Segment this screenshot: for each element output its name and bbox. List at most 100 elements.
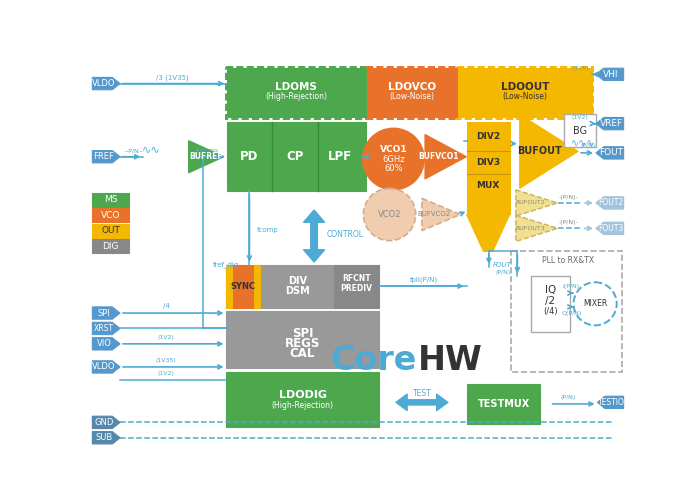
Polygon shape <box>92 338 120 350</box>
Text: MS: MS <box>104 196 118 204</box>
Text: PLL to RX&TX: PLL to RX&TX <box>542 256 594 265</box>
Text: VHI: VHI <box>603 70 619 79</box>
Text: FOUT: FOUT <box>599 148 623 157</box>
Text: TESTIO: TESTIO <box>598 398 625 407</box>
Text: fpll(P/N): fpll(P/N) <box>410 277 438 283</box>
Polygon shape <box>422 198 461 231</box>
Polygon shape <box>92 78 120 90</box>
Text: /2: /2 <box>545 296 556 306</box>
Bar <box>92 239 130 253</box>
Polygon shape <box>466 215 510 251</box>
Text: fcomp: fcomp <box>257 227 279 233</box>
Text: TEST: TEST <box>412 390 431 398</box>
Bar <box>466 122 510 215</box>
Text: VLDO: VLDO <box>92 362 116 371</box>
Polygon shape <box>425 135 466 179</box>
Text: XRST: XRST <box>94 324 114 333</box>
Text: CONTROL: CONTROL <box>326 230 363 239</box>
Text: (Low-Noise): (Low-Noise) <box>389 92 435 101</box>
Text: VCO2: VCO2 <box>378 210 401 219</box>
Polygon shape <box>596 68 624 81</box>
Polygon shape <box>188 141 224 173</box>
Text: (High-Rejection): (High-Rejection) <box>272 401 333 410</box>
Bar <box>226 311 379 368</box>
Text: BUFOUT2: BUFOUT2 <box>516 201 545 206</box>
Text: ∿∿: ∿∿ <box>141 144 160 154</box>
Bar <box>367 67 457 119</box>
Text: LDOMS: LDOMS <box>275 83 317 92</box>
Text: VIO: VIO <box>97 339 111 348</box>
Text: (/4): (/4) <box>543 307 558 316</box>
Text: VREF: VREF <box>600 119 623 128</box>
Polygon shape <box>303 210 325 262</box>
Polygon shape <box>596 117 624 130</box>
Polygon shape <box>92 151 120 163</box>
Polygon shape <box>516 190 557 216</box>
Text: DIV3: DIV3 <box>476 158 500 167</box>
Bar <box>227 68 365 117</box>
Bar <box>92 208 130 222</box>
Text: DIV: DIV <box>288 276 307 286</box>
Text: BUFOUT: BUFOUT <box>517 146 562 156</box>
Text: (P/N): (P/N) <box>580 144 596 149</box>
Text: BUFVCO2: BUFVCO2 <box>418 212 451 218</box>
Text: FOUT2: FOUT2 <box>598 199 624 208</box>
Text: (1V2): (1V2) <box>158 371 175 376</box>
Text: SYNC: SYNC <box>231 282 255 291</box>
Text: /4: /4 <box>163 303 169 309</box>
Text: 6GHz: 6GHz <box>382 155 405 163</box>
Text: BG: BG <box>573 125 587 136</box>
Circle shape <box>363 128 424 190</box>
Text: fref_ms: fref_ms <box>196 147 219 153</box>
Text: SPI: SPI <box>97 308 111 318</box>
Text: Q(P/N): Q(P/N) <box>561 310 582 316</box>
Text: FOUT3: FOUT3 <box>598 224 624 233</box>
Bar <box>368 68 456 117</box>
Text: 60%: 60% <box>384 164 402 173</box>
Text: VCO1: VCO1 <box>379 145 407 154</box>
Text: MUX: MUX <box>477 181 500 191</box>
Text: (1V8): (1V8) <box>572 67 589 72</box>
Text: (P/N): (P/N) <box>496 270 511 275</box>
Bar <box>531 276 570 332</box>
Text: PREDIV: PREDIV <box>340 284 372 293</box>
Polygon shape <box>92 431 120 444</box>
Text: CAL: CAL <box>290 347 315 360</box>
Bar <box>511 251 622 371</box>
Text: VCO: VCO <box>101 211 120 220</box>
Text: Core: Core <box>330 344 416 377</box>
Text: BUFREF: BUFREF <box>190 152 223 161</box>
Text: (P/N): (P/N) <box>561 395 576 400</box>
Text: VLDO: VLDO <box>92 79 116 88</box>
Text: DSM: DSM <box>285 286 309 296</box>
Text: (1V2): (1V2) <box>158 335 175 340</box>
Polygon shape <box>92 416 120 428</box>
Text: (1V35): (1V35) <box>156 358 176 363</box>
Polygon shape <box>516 215 557 241</box>
Text: LDOOUT: LDOOUT <box>500 83 550 92</box>
Text: ~P/N~: ~P/N~ <box>123 148 144 153</box>
Text: LDODIG: LDODIG <box>279 391 326 401</box>
Text: DIG: DIG <box>103 241 119 250</box>
Text: OUT: OUT <box>102 226 120 235</box>
Text: -(P/N)-: -(P/N)- <box>559 220 578 225</box>
Bar <box>226 265 232 307</box>
Bar <box>254 265 260 307</box>
Text: GND: GND <box>94 418 113 427</box>
Text: I(P/N): I(P/N) <box>563 284 580 289</box>
Circle shape <box>363 188 416 241</box>
Polygon shape <box>92 361 120 373</box>
Text: MIXER: MIXER <box>583 299 608 308</box>
Text: HW: HW <box>418 344 483 377</box>
Bar <box>226 67 367 119</box>
Text: FOUT: FOUT <box>492 262 511 268</box>
Text: BUFOUT3: BUFOUT3 <box>516 226 545 231</box>
Bar <box>227 122 365 192</box>
Text: SUB: SUB <box>95 433 113 443</box>
Text: IQ: IQ <box>545 285 556 295</box>
Bar <box>457 67 593 119</box>
Text: LPF: LPF <box>328 150 352 163</box>
Polygon shape <box>92 307 120 319</box>
Bar <box>92 224 130 237</box>
Polygon shape <box>596 147 624 159</box>
